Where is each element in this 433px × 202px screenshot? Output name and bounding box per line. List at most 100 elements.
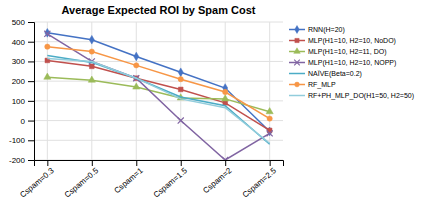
tick: Cspam=0.5	[63, 160, 101, 199]
tick: Cspam=1.5	[152, 160, 190, 199]
tick-label: 0	[21, 117, 26, 126]
line	[47, 56, 269, 145]
marker	[178, 118, 184, 124]
marker	[178, 68, 183, 77]
grid-line	[34, 140, 283, 141]
grid-line	[269, 22, 270, 160]
legend-item: RF+PH_MLP_DO(H1=50, H2=50)	[289, 92, 414, 100]
tick-mark	[28, 140, 34, 141]
tick-label: Cspam=1.5	[152, 166, 190, 200]
tick: 200	[12, 77, 34, 86]
axis-line	[28, 23, 35, 161]
marker	[89, 49, 94, 54]
legend-marker	[295, 38, 299, 42]
tick-label: Cspam=2	[201, 166, 234, 195]
tick-mark	[225, 160, 226, 166]
marker	[223, 89, 228, 94]
grid-line	[136, 22, 137, 160]
legend-item: MLP(H1=10, H2=10, NoDO)	[289, 37, 396, 45]
legend-label: NAÏVE(Beta=0.2)	[308, 70, 362, 78]
series	[45, 44, 273, 121]
tick-label: 500	[12, 18, 26, 27]
legend-label: MLP(H1=10, H2=11, DO)	[308, 48, 386, 56]
tick: Cspam=2	[201, 160, 234, 195]
title: Average Expected ROI by Spam Cost	[62, 4, 256, 16]
grid-line	[34, 100, 283, 101]
tick-mark	[47, 160, 48, 166]
legend-item: RF_MLP	[289, 81, 336, 89]
grid-line	[34, 61, 283, 62]
tick-mark	[28, 101, 34, 102]
tick-mark	[136, 160, 137, 166]
legend-item: RNN(H=20)	[289, 26, 345, 34]
legend-swatch	[289, 73, 305, 75]
legend-label: MLP(H1=10, H2=10, NoDO)	[308, 37, 396, 45]
marker	[45, 44, 50, 49]
tick-label: -200	[9, 156, 26, 165]
marker	[89, 64, 94, 69]
series	[44, 31, 272, 160]
tick: Cspam=1	[112, 160, 145, 195]
tick: -100	[9, 136, 34, 145]
grid-line	[34, 120, 283, 121]
tick-mark	[28, 42, 34, 43]
grid-line	[34, 22, 283, 23]
legend: RNN(H=20) MLP(H1=10, H2=10, NoDO) MLP(H1=1…	[289, 26, 414, 100]
legend-label: RNN(H=20)	[308, 26, 345, 34]
tick-mark	[28, 81, 34, 82]
tick-label: Cspam=0.3	[18, 166, 56, 200]
line	[47, 34, 269, 160]
tick: 500	[12, 18, 34, 27]
tick: 300	[12, 57, 34, 66]
marker	[89, 35, 94, 44]
tick-label: 100	[12, 97, 26, 106]
tick: -200	[9, 156, 34, 165]
tick-mark	[28, 160, 34, 161]
tick-label: -100	[9, 136, 26, 145]
tick-mark	[92, 160, 93, 166]
tick: 0	[21, 117, 34, 126]
axis-line	[35, 161, 284, 167]
tick: Cspam=0.3	[18, 160, 56, 199]
tick-mark	[270, 160, 271, 166]
x-axis: Cspam=0.3Cspam=0.5 Cspam=1Cspam=1.5 Cspam=…	[18, 160, 283, 199]
legend-marker	[295, 82, 300, 87]
legend-label: RF+PH_MLP_DO(H1=50, H2=50)	[308, 92, 414, 100]
grid	[34, 22, 283, 160]
tick: 400	[12, 38, 34, 47]
line	[47, 77, 269, 112]
grid-line	[34, 81, 283, 82]
tick-label: Cspam=2.5	[241, 166, 279, 200]
legend-item: MLP(H1=10, H2=10, NOPP)	[289, 59, 396, 67]
marker	[222, 157, 228, 160]
series	[47, 56, 269, 145]
legend-label: RF_MLP	[308, 81, 336, 89]
marker	[45, 28, 50, 37]
line	[47, 58, 269, 143]
legend-marker	[295, 26, 300, 34]
series	[44, 73, 273, 114]
marker	[133, 83, 140, 89]
series	[45, 58, 272, 133]
marker	[178, 77, 183, 82]
legend-label: MLP(H1=10, H2=10, NOPP)	[308, 59, 396, 67]
marker	[134, 52, 139, 61]
marker	[267, 116, 272, 121]
grid-line	[47, 22, 48, 160]
marker	[266, 108, 273, 114]
legend-marker	[294, 60, 300, 66]
tick: 100	[12, 97, 34, 106]
marker	[44, 31, 50, 37]
legend-marker	[294, 48, 300, 54]
tick-label: Cspam=0.5	[63, 166, 101, 200]
marker	[88, 76, 95, 82]
tick-label: 200	[12, 77, 26, 86]
plot: -200 -100 0 100 200 300 400 500 Cspam=0.3Cspam=0…	[9, 18, 284, 199]
marker	[222, 95, 229, 101]
series	[45, 28, 272, 135]
marker	[267, 130, 273, 136]
line	[47, 60, 269, 130]
legend-swatch	[289, 95, 305, 97]
marker	[44, 73, 51, 79]
marker	[134, 63, 139, 68]
